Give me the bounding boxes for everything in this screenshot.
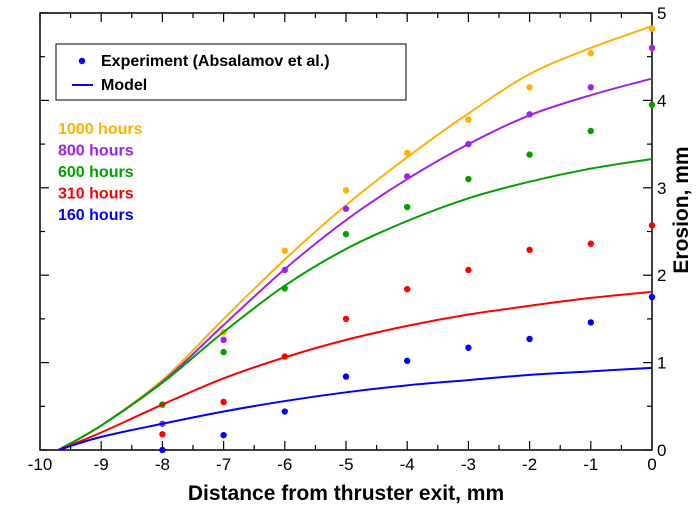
series-layer: [57, 25, 656, 454]
experiment-point-1000-hours: [281, 247, 288, 254]
experiment-point-160-hours: [281, 408, 288, 415]
y-tick-label: 4: [657, 91, 666, 110]
experiment-point-310-hours: [159, 431, 166, 438]
experiment-point-310-hours: [281, 353, 288, 360]
experiment-point-600-hours: [648, 101, 656, 108]
experiment-point-800-hours: [648, 44, 656, 52]
experiment-point-600-hours: [465, 175, 472, 183]
y-tick-labels: 0 1 2 3 4 5: [657, 4, 666, 460]
legend-experiment-marker: [78, 57, 86, 65]
x-tick-label: 0: [647, 455, 656, 474]
experiment-point-600-hours: [281, 285, 288, 292]
legend-experiment-label: Experiment (Absalamov et al.): [101, 53, 330, 70]
series-label: 310 hours: [58, 186, 134, 203]
legend-model-label: Model: [101, 77, 147, 94]
x-tick-label: -8: [155, 455, 170, 474]
experiment-point-600-hours: [587, 127, 594, 135]
experiment-point-310-hours: [587, 240, 594, 247]
experiment-point-1000-hours: [587, 50, 594, 57]
x-tick-label: -3: [461, 455, 476, 474]
experiment-point-800-hours: [281, 266, 288, 274]
experiment-point-1000-hours: [526, 84, 533, 91]
experiment-point-600-hours: [220, 348, 227, 356]
experiment-point-310-hours: [404, 285, 411, 293]
model-curve-160-hours: [58, 366, 653, 451]
y-axis-title: Erosion, mm: [670, 146, 693, 273]
experiment-point-160-hours: [465, 344, 472, 351]
model-curve-310-hours: [57, 290, 653, 451]
y-tick-label: 2: [657, 266, 666, 285]
experiment-point-800-hours: [342, 205, 350, 212]
experiment-point-160-hours: [648, 293, 656, 301]
x-tick-labels: -10 -9 -8 -7 -6 -5 -4 -3 -2 -1 0: [28, 455, 657, 474]
experiment-point-160-hours: [404, 357, 411, 365]
experiment-point-160-hours: [220, 431, 227, 439]
axis-ticks: [39, 12, 653, 451]
experiment-point-1000-hours: [342, 187, 350, 194]
experiment-point-800-hours: [220, 336, 227, 344]
experiment-point-310-hours: [648, 222, 656, 229]
experiment-point-310-hours: [342, 315, 350, 323]
experiment-point-160-hours: [587, 319, 594, 326]
experiment-point-1000-hours: [648, 25, 656, 32]
x-tick-label: -7: [216, 455, 231, 474]
y-tick-label: 1: [657, 354, 666, 373]
experiment-point-800-hours: [587, 84, 594, 91]
experiment-point-800-hours: [526, 111, 533, 118]
experiment-point-600-hours: [526, 151, 533, 158]
experiment-point-310-hours: [465, 266, 472, 274]
experiment-point-600-hours: [342, 230, 350, 238]
x-axis-title: Distance from thruster exit, mm: [188, 482, 504, 505]
experiment-point-800-hours: [465, 140, 472, 148]
experiment-point-160-hours: [526, 335, 533, 343]
y-tick-label: 0: [657, 441, 666, 460]
model-curve-1000-hours: [57, 25, 653, 451]
series-label: 160 hours: [58, 207, 134, 224]
model-curve-600-hours: [57, 157, 653, 451]
experiment-point-310-hours: [526, 246, 533, 254]
experiment-point-160-hours: [159, 446, 166, 454]
series-label: 800 hours: [58, 143, 134, 160]
series-hours-labels: 1000 hours 800 hours 600 hours 310 hours 160…: [58, 121, 143, 224]
experiment-point-1000-hours: [404, 149, 411, 157]
experiment-point-600-hours: [404, 203, 411, 211]
experiment-point-310-hours: [220, 398, 227, 406]
x-tick-label: -1: [583, 455, 598, 474]
x-tick-label: -2: [522, 455, 537, 474]
y-tick-label: 3: [657, 179, 666, 198]
experiment-point-800-hours: [404, 173, 411, 180]
experiment-point-1000-hours: [465, 116, 472, 123]
x-tick-label: -10: [28, 455, 53, 474]
x-tick-label: -6: [277, 455, 292, 474]
y-tick-label: 5: [657, 4, 666, 23]
series-label: 1000 hours: [58, 121, 143, 138]
series-label: 600 hours: [58, 164, 134, 181]
legend-box: [55, 43, 407, 101]
x-tick-label: -9: [94, 455, 109, 474]
x-tick-label: -5: [338, 455, 353, 474]
x-tick-label: -4: [400, 455, 415, 474]
experiment-point-160-hours: [342, 373, 350, 380]
